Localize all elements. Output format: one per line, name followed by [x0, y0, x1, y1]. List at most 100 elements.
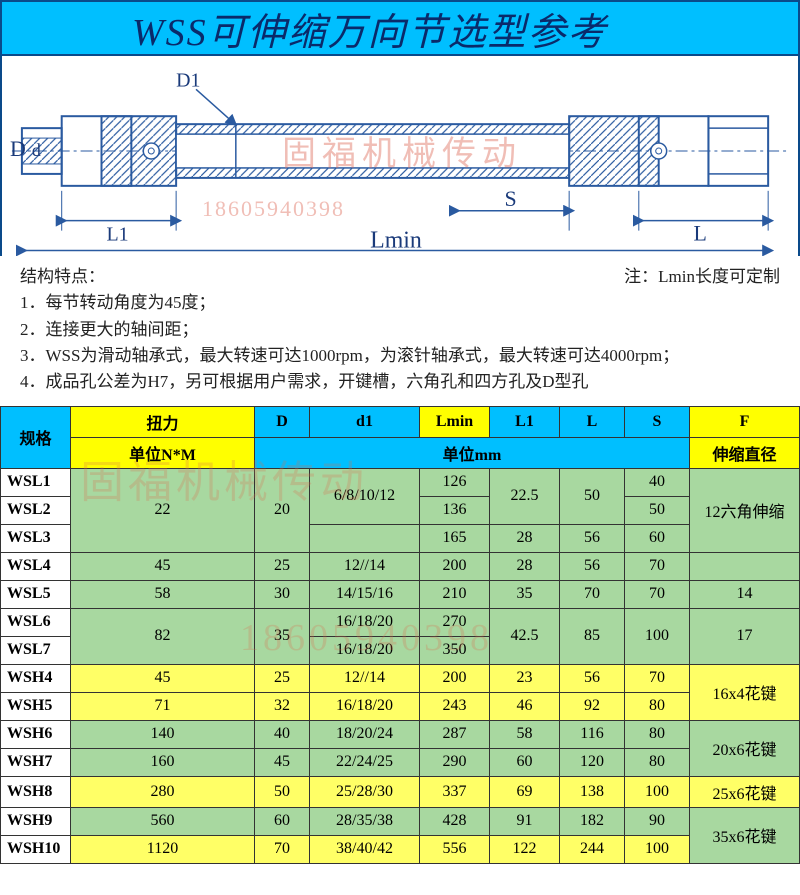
- diagram-area: D d D1 L1 S L Lmin 固福机械传动 18605940398: [0, 56, 800, 256]
- cell-L1: 60: [490, 748, 560, 776]
- cell-F: 17: [690, 608, 800, 664]
- cell-L: 120: [560, 748, 625, 776]
- cell-Lmin: 270: [420, 608, 490, 636]
- cell-Lmin: 200: [420, 552, 490, 580]
- cell-Lmin: 337: [420, 776, 490, 807]
- cell-S: 40: [625, 468, 690, 496]
- cell-Lmin: 556: [420, 835, 490, 863]
- cell-S: 70: [625, 580, 690, 608]
- cell-d1: 25/28/30: [310, 776, 420, 807]
- cell-model: WSH6: [1, 720, 71, 748]
- cell-model: WSL1: [1, 468, 71, 496]
- cell-model: WSL2: [1, 496, 71, 524]
- spec-table: 规格 扭力 D d1 Lmin L1 L S F 单位N*M 单位mm 伸缩直径…: [0, 406, 800, 864]
- cell-model: WSH9: [1, 807, 71, 835]
- cell-Lmin: 243: [420, 692, 490, 720]
- table-row: WSH61404018/20/24287581168020x6花键: [1, 720, 800, 748]
- cell-Lmin: 200: [420, 664, 490, 692]
- cell-L: 85: [560, 608, 625, 664]
- cell-d1: [310, 524, 420, 552]
- cell-model: WSH4: [1, 664, 71, 692]
- page-title: WSS可伸缩万向节选型参考: [132, 1, 608, 56]
- table-row: WSL5583014/15/1621035707014: [1, 580, 800, 608]
- cell-D: 45: [255, 748, 310, 776]
- title-bar: WSS可伸缩万向节选型参考: [0, 0, 800, 56]
- cell-Lmin: 290: [420, 748, 490, 776]
- label-L1: L1: [106, 224, 128, 246]
- cell-L: 56: [560, 524, 625, 552]
- cell-S: 100: [625, 608, 690, 664]
- cell-model: WSL7: [1, 636, 71, 664]
- cell-L: 244: [560, 835, 625, 863]
- table-row: WSH71604522/24/252906012080: [1, 748, 800, 776]
- notes-area: 结构特点： 注：Lmin长度可定制 1．每节转动角度为45度； 2．连接更大的轴…: [0, 256, 800, 406]
- cell-d1: 12//14: [310, 552, 420, 580]
- hdr-L1: L1: [490, 406, 560, 437]
- cell-d1: 16/18/20: [310, 636, 420, 664]
- cell-D: 60: [255, 807, 310, 835]
- cell-L: 56: [560, 552, 625, 580]
- cell-Lmin: 287: [420, 720, 490, 748]
- cell-F: 25x6花键: [690, 776, 800, 807]
- table-row: WSH4452512//1420023567016x4花键: [1, 664, 800, 692]
- label-D: D: [10, 136, 26, 161]
- cell-d1: 16/18/20: [310, 692, 420, 720]
- cell-L1: 58: [490, 720, 560, 748]
- cell-D: 70: [255, 835, 310, 863]
- cell-L1: 91: [490, 807, 560, 835]
- table-row: WSL6823516/18/2027042.58510017: [1, 608, 800, 636]
- cell-S: 70: [625, 664, 690, 692]
- cell-torque: 45: [71, 664, 255, 692]
- table-row: WSH82805025/28/303376913810025x6花键: [1, 776, 800, 807]
- cell-model: WSL5: [1, 580, 71, 608]
- table-row: WSL4452512//14200285670: [1, 552, 800, 580]
- note-item: 3．WSS为滑动轴承式，最大转速可达1000rpm，为滚针轴承式，最大转速可达4…: [20, 343, 780, 369]
- cell-model: WSH7: [1, 748, 71, 776]
- cell-L: 50: [560, 468, 625, 524]
- cell-S: 80: [625, 692, 690, 720]
- table-row: WSL122206/8/10/1212622.5504012六角伸缩: [1, 468, 800, 496]
- cell-d1: 14/15/16: [310, 580, 420, 608]
- table-row: WSH95606028/35/38428911829035x6花键: [1, 807, 800, 835]
- cell-d1: 28/35/38: [310, 807, 420, 835]
- cell-L: 138: [560, 776, 625, 807]
- cell-Lmin: 350: [420, 636, 490, 664]
- notes-right: 注：Lmin长度可定制: [624, 264, 780, 290]
- cell-D: 40: [255, 720, 310, 748]
- hdr-D: D: [255, 406, 310, 437]
- table-body: WSL122206/8/10/1212622.5504012六角伸缩WSL2 13…: [1, 468, 800, 863]
- cell-L: 182: [560, 807, 625, 835]
- hdr-F: F: [690, 406, 800, 437]
- notes-heading: 结构特点：: [20, 264, 105, 290]
- table-header: 规格 扭力 D d1 Lmin L1 L S F 单位N*M 单位mm 伸缩直径: [1, 406, 800, 468]
- cell-L1: 35: [490, 580, 560, 608]
- hdr-model: 规格: [1, 406, 71, 468]
- cell-Lmin: 210: [420, 580, 490, 608]
- cell-torque: 58: [71, 580, 255, 608]
- hdr-F-sub: 伸缩直径: [690, 437, 800, 468]
- cell-F: 14: [690, 580, 800, 608]
- cell-S: 100: [625, 776, 690, 807]
- cell-D: 25: [255, 552, 310, 580]
- hdr-Lmin: Lmin: [420, 406, 490, 437]
- cell-torque: 22: [71, 468, 255, 552]
- cell-model: WSH8: [1, 776, 71, 807]
- cell-torque: 160: [71, 748, 255, 776]
- hdr-S: S: [625, 406, 690, 437]
- cell-torque: 560: [71, 807, 255, 835]
- cell-L1: 22.5: [490, 468, 560, 524]
- cell-L1: 42.5: [490, 608, 560, 664]
- cell-L1: 28: [490, 524, 560, 552]
- note-item: 4．成品孔公差为H7，另可根据用户需求，开键槽，六角孔和四方孔及D型孔: [20, 369, 780, 395]
- cell-d1: 16/18/20: [310, 608, 420, 636]
- cell-torque: 82: [71, 608, 255, 664]
- label-D1: D1: [176, 69, 200, 91]
- cell-Lmin: 136: [420, 496, 490, 524]
- note-item: 1．每节转动角度为45度；: [20, 290, 780, 316]
- cell-torque: 45: [71, 552, 255, 580]
- hdr-d1: d1: [310, 406, 420, 437]
- cell-L1: 23: [490, 664, 560, 692]
- cell-d1: 22/24/25: [310, 748, 420, 776]
- cell-D: 30: [255, 580, 310, 608]
- cell-L1: 69: [490, 776, 560, 807]
